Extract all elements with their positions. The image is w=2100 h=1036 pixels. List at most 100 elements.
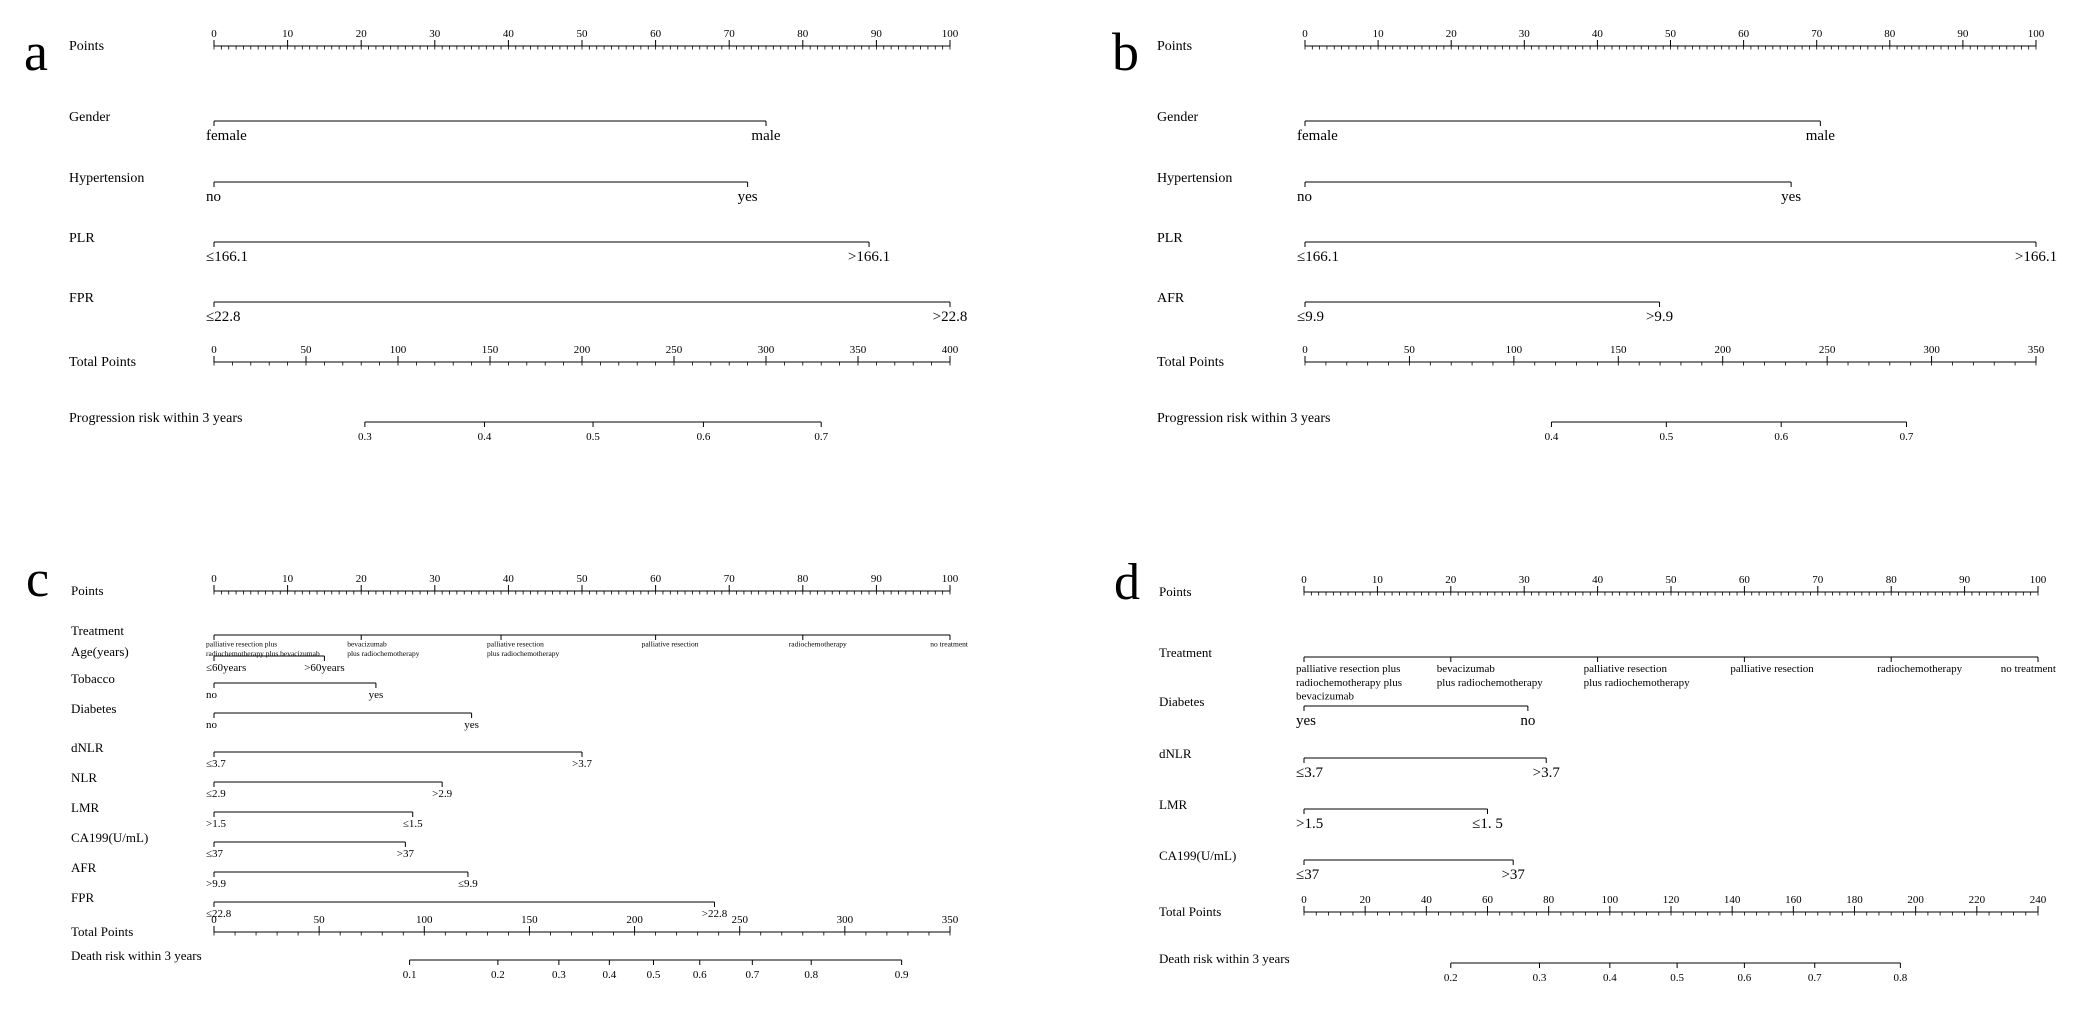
tick-label: 50	[314, 914, 326, 926]
row-death-risk-within-3-years: Death risk within 3 years 0.1 0.2 0.3 0.4 0.5…	[71, 948, 909, 981]
tick-label: 350	[850, 344, 867, 356]
tick-label: 10	[1372, 574, 1384, 586]
tick-label: 100	[390, 344, 407, 356]
tick-label: 70	[724, 573, 736, 585]
tick-label: 70	[1811, 28, 1823, 40]
tick-label: 40	[503, 28, 515, 40]
risk-tick-label: 0.7	[1900, 431, 1914, 443]
risk-tick-label: 0.4	[478, 431, 492, 443]
tick-label: 80	[797, 28, 809, 40]
row-plr: PLR ≤166.1 >166.1	[69, 231, 890, 265]
level-label: ≤22.8	[206, 908, 232, 920]
level-label: >166.1	[848, 249, 890, 265]
tick-label: 150	[1610, 344, 1627, 356]
level-label: male	[1806, 128, 1835, 144]
nomogram-panel-a: a Points 0 10 20 30 40 50 60 70 80 90 100 Gender femal…	[0, 0, 1050, 518]
tick-label: 10	[1373, 28, 1385, 40]
row-gender: Gender female male	[69, 110, 781, 144]
level-label: >1.5	[206, 818, 226, 830]
row-fpr: FPR ≤22.8 >22.8	[71, 890, 728, 920]
level-label: ≤1. 5	[1472, 816, 1503, 832]
level-label: >60years	[304, 662, 344, 674]
row-tobacco: Tobacco no yes	[71, 671, 383, 701]
tick-label: 60	[1738, 28, 1750, 40]
level-label: ≤37	[206, 848, 224, 860]
tick-label: 40	[1592, 28, 1604, 40]
tick-label: 40	[1421, 894, 1433, 906]
level-label: male	[751, 128, 780, 144]
level-label: ≤3.7	[206, 758, 226, 770]
row-label: Total Points	[1157, 355, 1224, 370]
tick-label: 300	[837, 914, 854, 926]
tick-label: 250	[1819, 344, 1836, 356]
row-label: Gender	[69, 110, 111, 125]
panel-label: d	[1114, 554, 1140, 611]
tick-label: 50	[577, 573, 589, 585]
tick-label: 90	[871, 28, 883, 40]
level-label: no	[1297, 189, 1312, 205]
tick-label: 30	[1519, 28, 1531, 40]
tick-label: 0	[211, 344, 217, 356]
row-dnlr: dNLR ≤3.7 >3.7	[71, 740, 592, 770]
risk-tick-label: 0.5	[647, 969, 661, 981]
nomogram-d-svg: d Points 0 10 20 30 40 50 60 70 80 90 100 Treatment pa…	[1114, 554, 2056, 984]
row-label: Diabetes	[71, 701, 116, 716]
row-lmr: LMR >1.5 ≤1. 5	[1159, 797, 1503, 832]
tick-label: 70	[724, 28, 736, 40]
level-label: >166.1	[2015, 249, 2057, 265]
level-label: radiochemotherapy	[789, 640, 847, 649]
risk-tick-label: 0.9	[895, 969, 909, 981]
tick-label: 100	[2030, 574, 2047, 586]
tick-label: 30	[429, 573, 441, 585]
tick-label: 90	[1959, 574, 1971, 586]
tick-label: 140	[1724, 894, 1741, 906]
row-label: Total Points	[1159, 904, 1221, 919]
tick-label: 0	[1302, 344, 1308, 356]
tick-label: 0	[211, 28, 217, 40]
row-label: Hypertension	[69, 171, 144, 186]
tick-label: 350	[2028, 344, 2045, 356]
row-total-points: Total Points 0 50 100 150 200 250 300 350	[1157, 344, 2045, 370]
risk-tick-label: 0.3	[1533, 972, 1547, 984]
risk-tick-label: 0.3	[552, 969, 566, 981]
row-label: FPR	[71, 890, 94, 905]
level-label: ≤2.9	[206, 788, 226, 800]
level-label: yes	[464, 719, 479, 731]
level-label: palliative resection plus radiochemothera…	[206, 640, 320, 658]
level-label: palliative resection plus radiochemothera…	[1584, 663, 1690, 689]
nomogram-b-svg: b Points 0 10 20 30 40 50 60 70 80 90 100 Gender femal…	[1112, 22, 2057, 443]
row-treatment: Treatment palliative resection plus radioc…	[71, 623, 969, 658]
risk-tick-label: 0.2	[1444, 972, 1458, 984]
row-points: Points 0 10 20 30 40 50 60 70 80 90 100	[71, 573, 959, 598]
row-label: Age(years)	[71, 644, 129, 659]
tick-label: 0	[1301, 894, 1307, 906]
row-label: Hypertension	[1157, 171, 1232, 186]
level-label: palliative resection	[642, 640, 699, 649]
level-label: >2.9	[432, 788, 452, 800]
level-label: ≤37	[1296, 867, 1320, 883]
level-label: radiochemotherapy	[1877, 663, 1962, 675]
tick-label: 90	[871, 573, 883, 585]
tick-label: 50	[577, 28, 589, 40]
row-fpr: FPR ≤22.8 >22.8	[69, 291, 967, 325]
level-label: >3.7	[572, 758, 592, 770]
tick-label: 300	[1923, 344, 1940, 356]
tick-label: 80	[1884, 28, 1896, 40]
row-label: Death risk within 3 years	[71, 948, 202, 963]
tick-label: 70	[1812, 574, 1824, 586]
row-progression-risk-within-3-years: Progression risk within 3 years 0.3 0.4 0.5…	[69, 411, 829, 443]
tick-label: 50	[301, 344, 313, 356]
tick-label: 80	[1886, 574, 1898, 586]
level-label: yes	[1781, 189, 1801, 205]
tick-label: 50	[1665, 28, 1677, 40]
tick-label: 150	[482, 344, 499, 356]
row-label: AFR	[1157, 291, 1185, 306]
risk-tick-label: 0.4	[1603, 972, 1617, 984]
risk-tick-label: 0.5	[1659, 431, 1673, 443]
tick-label: 40	[1592, 574, 1604, 586]
risk-tick-label: 0.5	[1670, 972, 1684, 984]
tick-label: 20	[1445, 574, 1457, 586]
tick-label: 250	[666, 344, 683, 356]
risk-tick-label: 0.1	[403, 969, 417, 981]
nomogram-c-svg: c Points 0 10 20 30 40 50 60 70 80 90 100 Treatment pa…	[26, 551, 969, 981]
